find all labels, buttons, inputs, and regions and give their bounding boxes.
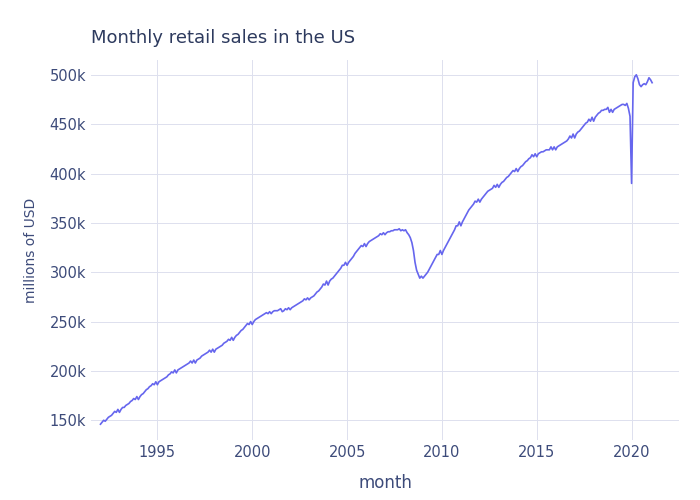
X-axis label: month: month [358,474,412,492]
Text: Monthly retail sales in the US: Monthly retail sales in the US [91,30,355,48]
Y-axis label: millions of USD: millions of USD [25,198,38,302]
